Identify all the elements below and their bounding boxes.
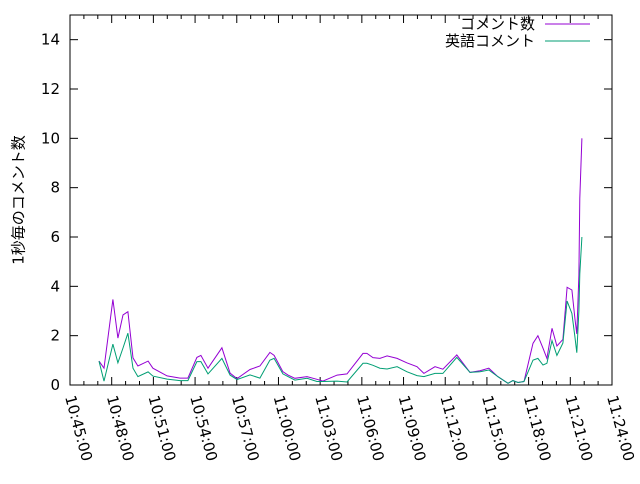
legend-label: コメント数 — [460, 15, 535, 33]
series-lines — [98, 138, 583, 384]
x-tick-label: 11:09:00 — [395, 393, 430, 463]
x-tick-label: 10:48:00 — [103, 393, 138, 463]
x-tick-label: 11:15:00 — [478, 393, 513, 463]
x-tick-label: 11:06:00 — [353, 393, 388, 463]
y-tick-label: 6 — [50, 228, 60, 246]
y-tick-label: 14 — [41, 31, 60, 49]
x-tick-label: 11:12:00 — [436, 393, 471, 463]
y-axis-label: 1秒毎のコメント数 — [10, 135, 28, 265]
x-tick-label: 11:21:00 — [561, 393, 596, 463]
y-tick-label: 0 — [50, 376, 60, 394]
x-tick-label: 10:51:00 — [145, 393, 180, 463]
x-tick-label: 10:57:00 — [228, 393, 263, 463]
legend-label: 英語コメント — [445, 32, 535, 50]
x-tick-label: 11:00:00 — [270, 393, 305, 463]
y-tick-label: 4 — [50, 277, 60, 295]
plot-border — [69, 14, 613, 386]
y-tick-label: 8 — [50, 179, 60, 197]
x-tick-label: 10:45:00 — [61, 393, 96, 463]
y-tick-label: 10 — [41, 129, 60, 147]
tick-labels: 0 2 4 6 8 10 12 14 10:45:00 10:48:00 10:51:00 10:54… — [41, 31, 638, 463]
y-tick-label: 2 — [50, 327, 60, 345]
series-line-1 — [98, 138, 583, 384]
axes — [69, 15, 613, 386]
x-tick-label: 11:18:00 — [520, 393, 555, 463]
x-tick-label: 11:24:00 — [603, 393, 638, 463]
x-tick-label: 10:54:00 — [186, 393, 221, 463]
series-line-2 — [98, 236, 583, 384]
y-tick-label: 12 — [41, 80, 60, 98]
x-tick-label: 11:03:00 — [311, 393, 346, 463]
